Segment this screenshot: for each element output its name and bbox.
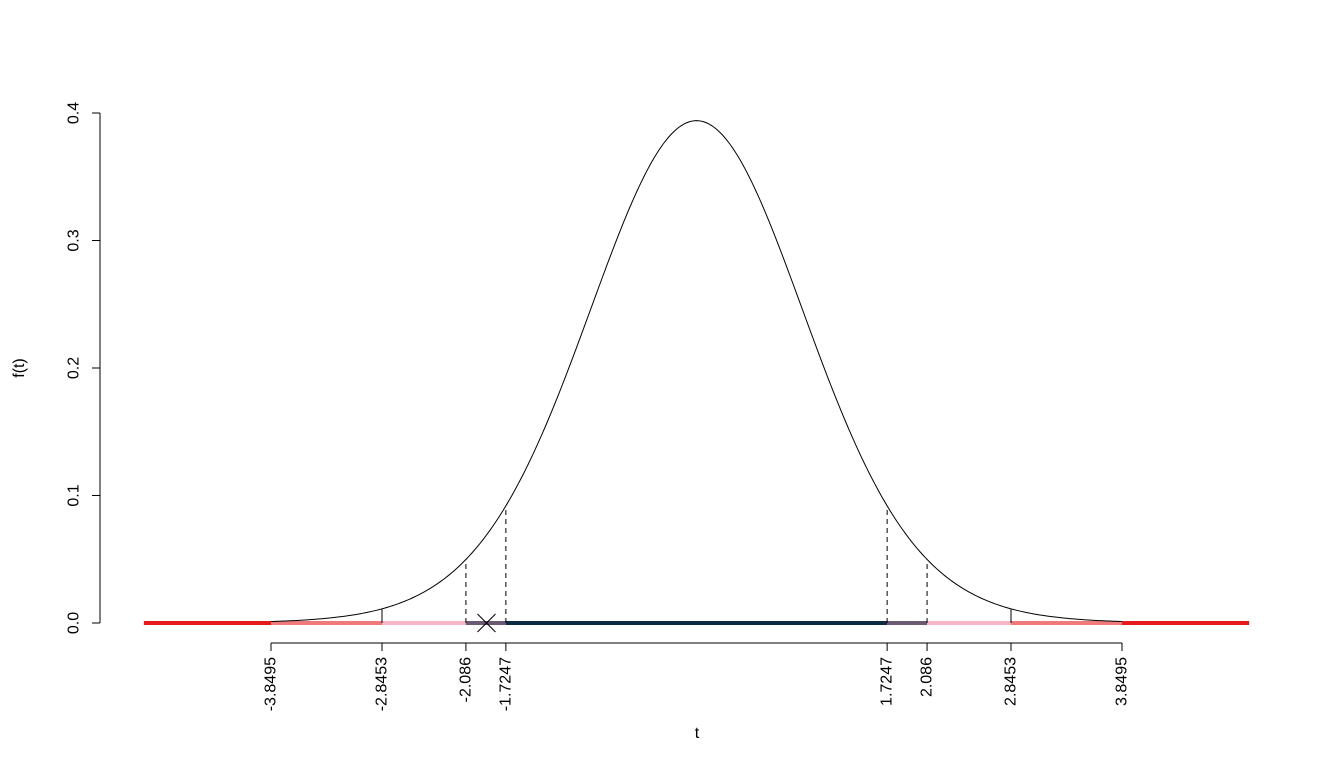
x-tick-label-2: -2.086: [457, 657, 474, 702]
y-tick-label-4: 0.4: [66, 102, 83, 124]
x-tick-label-1: -2.8453: [373, 657, 390, 711]
critical-lines: [381, 505, 1012, 623]
x-tick-label-5: 2.086: [919, 657, 936, 697]
x-tick-label-0: -3.8495: [263, 657, 280, 711]
x-tick-label-3: -1.7247: [497, 657, 514, 711]
y-tick-label-3: 0.3: [66, 229, 83, 251]
y-tick-label-0: 0.0: [66, 612, 83, 634]
y-tick-label-1: 0.1: [66, 484, 83, 506]
density-curve: [270, 120, 1123, 623]
x-axis-label: t: [695, 725, 700, 742]
marker-layer: [477, 613, 496, 633]
marker-stroke-b: [477, 613, 496, 633]
x-tick-label-7: 3.8495: [1114, 657, 1131, 706]
x-axis: -3.8495 -2.8453 -2.086 -1.7247 1.7247 2.086 2.…: [263, 642, 1131, 711]
x-tick-label-4: 1.7247: [879, 657, 896, 706]
y-tick-label-2: 0.2: [66, 357, 83, 379]
x-tick-label-6: 2.8453: [1003, 657, 1020, 706]
y-axis-label: f(t): [11, 358, 28, 378]
y-axis: 0.0 0.1 0.2 0.3 0.4: [66, 102, 101, 634]
